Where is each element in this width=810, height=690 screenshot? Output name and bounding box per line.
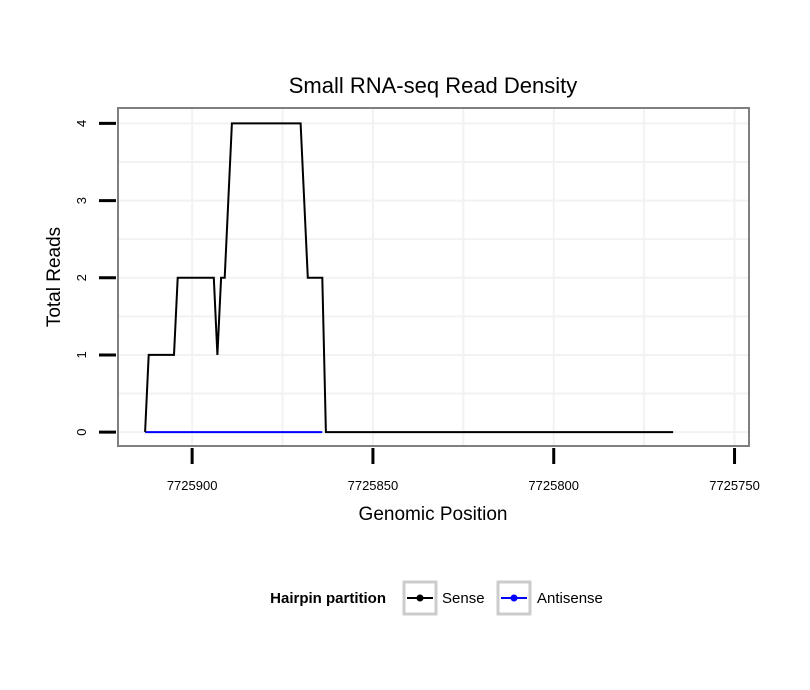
chart-title: Small RNA-seq Read Density bbox=[289, 73, 578, 98]
legend-label-sense: Sense bbox=[442, 590, 485, 607]
legend-title: Hairpin partition bbox=[270, 590, 386, 607]
legend-label-antisense: Antisense bbox=[537, 590, 603, 607]
series-lines bbox=[144, 122, 674, 434]
y-axis: 0 1 2 3 4 bbox=[74, 120, 116, 436]
series-line-sense bbox=[144, 122, 674, 434]
legend-key-point-sense bbox=[416, 594, 424, 602]
y-tick-label-2: 2 bbox=[74, 274, 89, 281]
x-tick-label-7725900: 7725900 bbox=[167, 478, 218, 493]
x-tick-label-7725800: 7725800 bbox=[528, 478, 579, 493]
legend-key-point-antisense bbox=[510, 594, 518, 602]
y-tick-label-3: 3 bbox=[74, 197, 89, 204]
x-tick-label-7725750: 7725750 bbox=[709, 478, 760, 493]
y-tick-label-4: 4 bbox=[74, 120, 89, 127]
grid bbox=[118, 108, 749, 446]
x-tick-label-7725850: 7725850 bbox=[348, 478, 399, 493]
plot-panel bbox=[117, 107, 750, 447]
y-tick-label-0: 0 bbox=[74, 428, 89, 435]
legend: Hairpin partition Sense Antisense bbox=[270, 580, 603, 616]
x-axis-label: Genomic Position bbox=[359, 504, 508, 525]
x-axis: 7725900 7725850 7725800 7725750 bbox=[167, 448, 760, 493]
y-axis-label: Total Reads bbox=[44, 227, 65, 327]
y-tick-label-1: 1 bbox=[74, 351, 89, 358]
